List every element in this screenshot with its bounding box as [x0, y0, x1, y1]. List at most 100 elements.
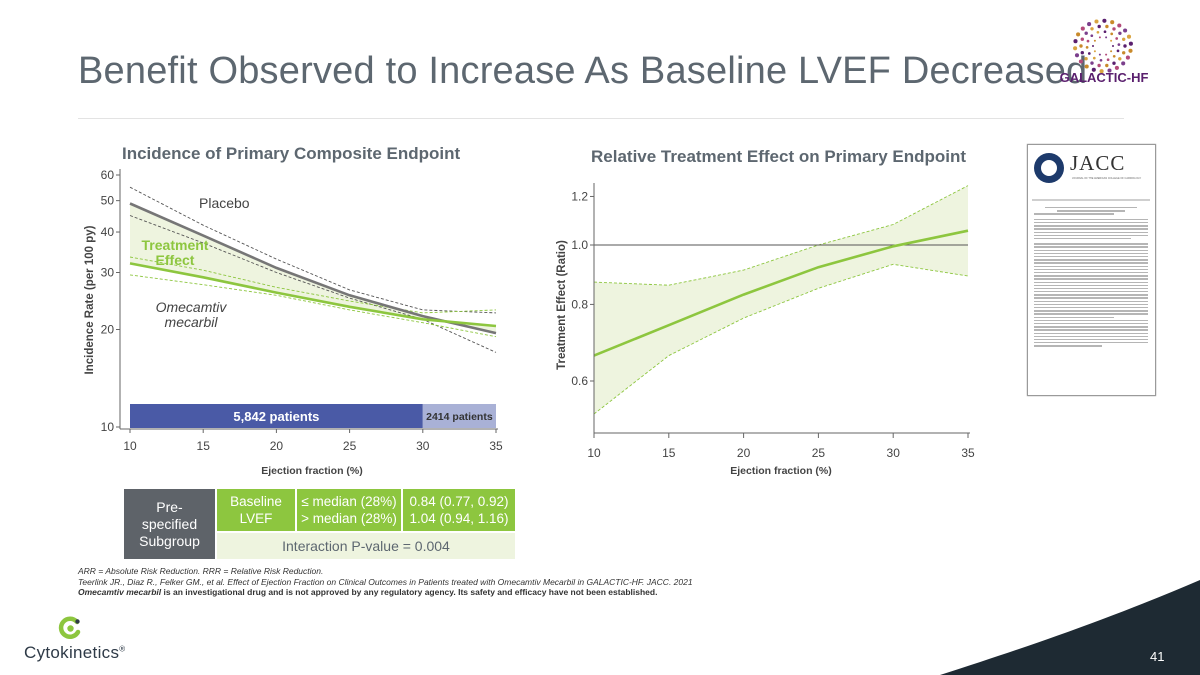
omecamtiv-line: [129, 262, 497, 328]
acc-seal-icon: [1034, 153, 1064, 183]
logo-dot: [1078, 59, 1083, 64]
ratio-le-median: 0.84 (0.77, 0.92): [409, 494, 509, 509]
placebo-lower-ci: [129, 215, 497, 353]
logo-dot: [1126, 34, 1132, 39]
logo-dot: [1084, 31, 1088, 35]
placebo-label: Placebo: [199, 195, 250, 211]
ratio-gt-median: 1.04 (0.94, 1.16): [409, 511, 509, 526]
logo-dot: [1112, 45, 1114, 47]
omecamtiv-label-1: Omecamtiv: [156, 299, 228, 315]
logo-dot: [1086, 39, 1090, 43]
logo-dot: [1090, 34, 1094, 38]
left-y-tick-label: 50: [101, 194, 115, 208]
subgroup-header-cell: Pre-specified Subgroup: [122, 487, 217, 561]
left-y-tick-label: 60: [101, 168, 115, 182]
logo-dot: [1117, 23, 1122, 28]
left-y-tick-label: 20: [101, 323, 115, 337]
logo-dot: [1123, 44, 1127, 48]
logo-dot: [1116, 49, 1120, 53]
left-x-tick-label: 30: [416, 439, 430, 453]
logo-dot: [1110, 50, 1113, 53]
logo-dot: [1112, 54, 1116, 58]
logo-dot: [1097, 24, 1101, 29]
left-x-tick-label: 20: [270, 439, 284, 453]
cytokinetics-logo-icon: [58, 616, 81, 639]
journal-name: JACC: [1070, 151, 1126, 175]
logo-dot: [1105, 53, 1108, 56]
logo-dot: [1098, 53, 1101, 56]
logo-dot: [1090, 61, 1094, 65]
title-divider: [78, 118, 1124, 119]
logo-dot: [1084, 64, 1089, 69]
patients-bar-left-label: 5,842 patients: [233, 409, 319, 424]
condition-gt-median: > median (28%): [301, 511, 397, 526]
logo-dot: [1121, 61, 1126, 66]
cytokinetics-wordmark: Cytokinetics®: [24, 643, 125, 663]
drug-name: Omecamtiv mecarbil: [78, 587, 162, 597]
patients-bar-right-label: 2414 patients: [426, 411, 493, 423]
company-name: Cytokinetics: [24, 643, 120, 662]
logo-dot: [1092, 56, 1096, 60]
galactic-hf-logo-text: GALACTIC-HF: [1059, 70, 1149, 85]
logo-dot: [1097, 63, 1101, 68]
logo-dot: [1085, 46, 1089, 49]
treatment-effect-area: [130, 203, 496, 334]
logo-dot: [1118, 57, 1122, 61]
logo-dot: [1110, 32, 1114, 36]
left-y-tick-label: 30: [101, 265, 115, 279]
interaction-p-value: Interaction P-value = 0.004: [215, 531, 517, 561]
patients-bar-left: [130, 404, 423, 428]
journal-text-block: [1034, 207, 1148, 348]
left-x-tick-label: 35: [489, 439, 503, 453]
logo-dot: [1098, 36, 1101, 39]
median-conditions-cell: ≤ median (28%) > median (28%): [295, 487, 403, 533]
page-number: 41: [1150, 649, 1165, 664]
logo-dot: [1112, 61, 1116, 65]
logo-dot: [1076, 32, 1081, 37]
logo-dot: [1093, 39, 1096, 42]
logo-dot: [1106, 58, 1110, 62]
right-chart-title: Relative Treatment Effect on Primary End…: [591, 147, 967, 166]
placebo-line: [129, 202, 497, 335]
logo-dot: [1096, 30, 1100, 34]
logo-dot: [1105, 36, 1108, 39]
journal-divider: [1032, 199, 1150, 201]
footnote-disclaimer: Omecamtiv mecarbil is an investigational…: [78, 587, 657, 597]
disclaimer-text: is an investigational drug and is not ap…: [161, 587, 658, 597]
baseline-lvef-cell: Baseline LVEF: [215, 487, 297, 533]
logo-dot: [1087, 52, 1091, 55]
logo-dot: [1128, 41, 1133, 46]
logo-dot: [1084, 57, 1088, 61]
left-x-axis-title: Ejection fraction (%): [261, 465, 363, 477]
logo-dot: [1073, 39, 1078, 44]
omecamtiv-upper-ci: [129, 256, 497, 314]
footnote-reference: Teerlink JR., Diaz R., Felker GM., et al…: [78, 577, 693, 587]
logo-dot: [1118, 31, 1122, 35]
condition-le-median: ≤ median (28%): [301, 494, 397, 509]
logo-dot: [1123, 28, 1128, 33]
logo-dot: [1125, 55, 1130, 60]
logo-dot: [1073, 46, 1078, 51]
logo-dot: [1090, 27, 1094, 31]
logo-dot: [1099, 58, 1103, 62]
jacc-journal-thumbnail: JACC JOURNAL OF THE AMERICAN COLLEGE OF …: [1027, 144, 1156, 396]
footnote-abbreviations: ARR = Absolute Risk Reduction. RRR = Rel…: [78, 566, 324, 576]
treatment-effect-label-2: Effect: [156, 252, 195, 268]
treatment-effect-label-1: Treatment: [142, 237, 209, 253]
left-x-tick-label: 25: [343, 439, 357, 453]
patients-bar-right: [422, 404, 496, 428]
logo-dot: [1092, 45, 1094, 47]
left-x-tick-label: 15: [197, 439, 211, 453]
logo-dot: [1080, 26, 1085, 31]
left-y-tick-label: 10: [101, 420, 115, 434]
omecamtiv-lower-ci: [129, 274, 497, 338]
logo-dot: [1079, 44, 1083, 48]
logo-dot: [1114, 65, 1119, 70]
logo-dot: [1110, 39, 1113, 42]
logo-dot: [1102, 18, 1107, 23]
journal-subtitle: JOURNAL OF THE AMERICAN COLLEGE OF CARDI…: [1072, 177, 1142, 180]
logo-dot: [1094, 19, 1099, 24]
logo-dot: [1112, 27, 1116, 31]
logo-dot: [1080, 51, 1084, 55]
